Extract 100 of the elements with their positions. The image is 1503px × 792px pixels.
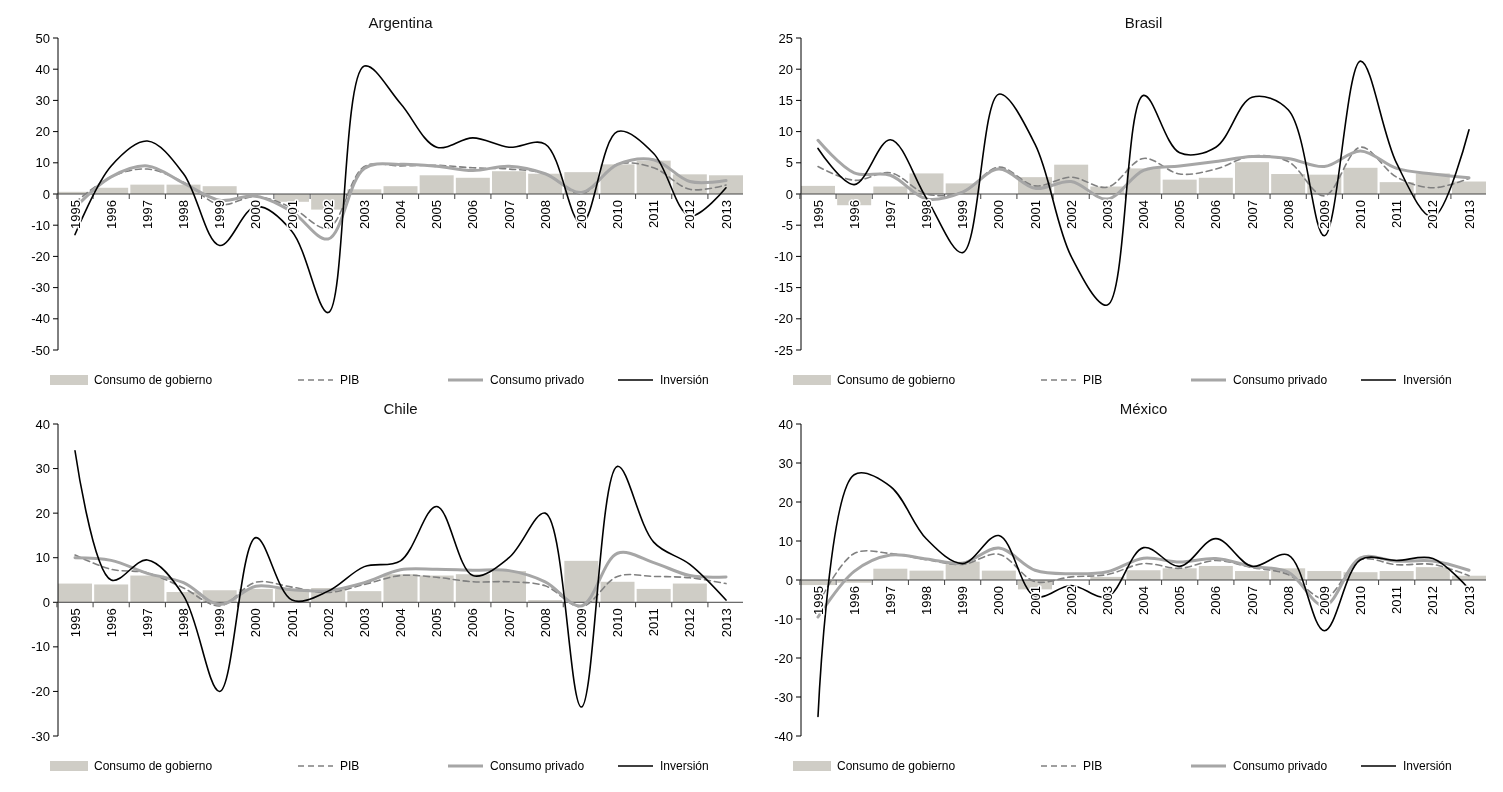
- bar: [492, 171, 526, 194]
- x-tick-label: 2000: [991, 586, 1007, 615]
- x-tick-label: 2012: [682, 608, 698, 638]
- legend-label: Consumo privado: [490, 373, 585, 388]
- x-tick-label: 2006: [1208, 200, 1224, 229]
- legend-label: Inversión: [660, 373, 709, 388]
- x-tick-label: 2005: [1172, 200, 1188, 229]
- y-tick-label: 0: [785, 572, 793, 588]
- x-tick-label: 2010: [610, 200, 626, 229]
- legend-label: Inversión: [1403, 759, 1452, 774]
- x-tick-label: 1999: [212, 608, 228, 638]
- y-tick-label: 40: [35, 416, 50, 432]
- y-tick-label: -40: [31, 311, 50, 327]
- bar: [130, 575, 165, 603]
- y-tick-label: 25: [778, 30, 793, 46]
- x-tick-label: 1996: [103, 200, 119, 229]
- y-tick-label: 20: [778, 494, 793, 510]
- y-tick-label: 20: [35, 124, 50, 140]
- x-tick-label: 2008: [1280, 586, 1296, 615]
- x-tick-label: 1996: [103, 608, 119, 638]
- y-tick-label: 30: [778, 455, 793, 471]
- x-tick-label: 2006: [465, 608, 481, 638]
- x-tick-label: 2003: [1099, 586, 1115, 615]
- legend-label: Consumo privado: [1233, 759, 1328, 774]
- legend-label: Consumo de gobierno: [94, 373, 213, 388]
- y-tick-label: -10: [774, 611, 793, 627]
- y-tick-label: -10: [31, 217, 50, 233]
- y-tick-label: 30: [35, 92, 50, 108]
- y-tick-label: -10: [774, 248, 793, 264]
- line-series: [816, 138, 1471, 202]
- y-tick-label: 20: [35, 505, 50, 521]
- x-tick-label: 2003: [1099, 200, 1115, 229]
- bar: [455, 177, 490, 194]
- x-tick-label: 2002: [1063, 586, 1079, 615]
- x-tick-label: 1999: [955, 586, 971, 615]
- y-tick-label: 30: [35, 461, 50, 477]
- x-tick-label: 2011: [646, 200, 662, 228]
- x-tick-label: 2010: [1353, 586, 1369, 615]
- x-tick-label: 1998: [176, 200, 192, 229]
- line-series: [817, 146, 1470, 197]
- x-tick-label: 2013: [718, 608, 734, 638]
- x-tick-label: 1997: [139, 200, 155, 229]
- y-tick-label: -10: [31, 639, 50, 655]
- y-tick-label: -30: [31, 280, 50, 296]
- x-tick-label: 1999: [212, 200, 228, 229]
- legend-label: Consumo privado: [1233, 373, 1328, 388]
- y-tick-label: -20: [31, 683, 50, 699]
- x-tick-label: 1997: [882, 200, 898, 229]
- x-tick-label: 2007: [501, 608, 517, 638]
- legend-label: Consumo privado: [490, 759, 585, 774]
- x-tick-label: 2009: [1316, 200, 1332, 229]
- x-tick-label: 2009: [1316, 586, 1332, 615]
- bar: [1343, 167, 1378, 194]
- bar: [1271, 174, 1306, 194]
- y-tick-label: 50: [35, 30, 50, 46]
- x-tick-label: 2004: [393, 200, 409, 229]
- y-tick-label: 10: [35, 550, 50, 566]
- bar: [1235, 162, 1269, 194]
- y-tick-label: 40: [778, 416, 793, 432]
- legend-label: Consumo de gobierno: [94, 759, 213, 774]
- x-tick-label: 2009: [573, 200, 589, 229]
- x-tick-label: 2012: [1425, 200, 1441, 229]
- x-tick-label: 1998: [919, 200, 935, 229]
- legend-label: PIB: [1083, 373, 1103, 388]
- x-tick-label: 2006: [1208, 586, 1224, 615]
- x-tick-label: 2003: [356, 608, 372, 638]
- x-tick-label: 1995: [67, 608, 83, 638]
- bar: [58, 583, 92, 603]
- x-tick-label: 2013: [718, 200, 734, 229]
- bar: [383, 574, 418, 603]
- y-tick-label: 20: [778, 61, 793, 77]
- x-tick-label: 1998: [176, 608, 192, 638]
- bar: [600, 581, 635, 603]
- x-tick-label: 2012: [682, 200, 698, 229]
- legend-label: Inversión: [1403, 373, 1452, 388]
- x-tick-label: 2010: [610, 608, 626, 638]
- x-tick-label: 2003: [356, 200, 372, 229]
- x-tick-label: 2002: [320, 200, 336, 229]
- x-tick-label: 1997: [139, 608, 155, 638]
- x-tick-label: 2011: [646, 608, 662, 637]
- x-tick-label: 1995: [810, 586, 826, 615]
- x-tick-label: 2004: [1136, 200, 1152, 229]
- chart-title: Brasil: [1124, 14, 1163, 31]
- x-tick-label: 2004: [1136, 586, 1152, 615]
- bar: [1162, 179, 1197, 194]
- x-tick-label: 1996: [846, 200, 862, 229]
- bar: [419, 575, 454, 603]
- y-tick-label: -20: [31, 248, 50, 264]
- legend-label: Consumo de gobierno: [837, 373, 956, 388]
- y-tick-label: 10: [35, 155, 50, 171]
- x-tick-label: 1996: [846, 586, 862, 615]
- x-tick-label: 2008: [537, 200, 553, 229]
- x-tick-label: 2009: [573, 608, 589, 638]
- x-tick-label: 1995: [810, 200, 826, 229]
- x-tick-label: 2005: [1172, 586, 1188, 615]
- x-tick-label: 1997: [882, 586, 898, 615]
- legend-label: Inversión: [660, 759, 709, 774]
- bar: [636, 588, 671, 603]
- chart-title: México: [1119, 400, 1168, 417]
- y-tick-label: 15: [778, 92, 793, 108]
